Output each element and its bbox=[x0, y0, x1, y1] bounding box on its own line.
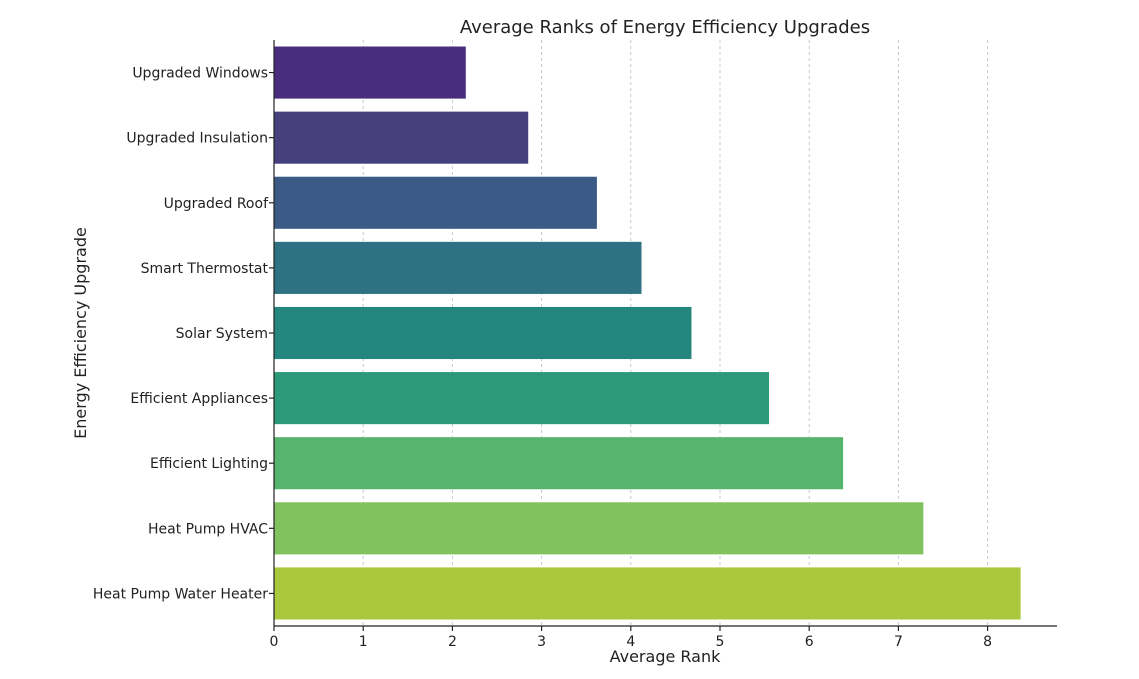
category-label: Upgraded Windows bbox=[132, 66, 268, 82]
bar bbox=[274, 306, 692, 360]
bar bbox=[274, 176, 597, 229]
x-axis-title: Average Rank bbox=[610, 647, 722, 666]
ticks bbox=[269, 71, 989, 631]
category-label: Efficient Appliances bbox=[130, 391, 268, 407]
y-axis-title: Energy Efficiency Upgrade bbox=[71, 227, 90, 439]
bar bbox=[274, 567, 1021, 620]
category-label: Heat Pump HVAC bbox=[148, 521, 268, 537]
x-tick-labels: 0 1 2 3 4 5 6 7 8 bbox=[270, 634, 993, 650]
category-labels: Upgraded Windows Upgraded Insulation Upgra… bbox=[93, 66, 269, 603]
bar bbox=[274, 437, 844, 490]
chart-title: Average Ranks of Energy Efficiency Upgra… bbox=[460, 17, 870, 38]
x-tick-label: 1 bbox=[359, 634, 368, 650]
x-tick-label: 5 bbox=[716, 634, 725, 650]
x-tick-label: 0 bbox=[270, 634, 279, 650]
category-label: Upgraded Roof bbox=[164, 196, 269, 212]
category-label: Heat Pump Water Heater bbox=[93, 586, 268, 602]
x-tick-label: 8 bbox=[983, 634, 992, 650]
bar bbox=[274, 111, 529, 164]
category-label: Upgraded Insulation bbox=[126, 131, 268, 147]
bar bbox=[274, 46, 466, 99]
bars bbox=[274, 46, 1021, 620]
category-label: Efficient Lighting bbox=[150, 456, 268, 472]
bar bbox=[274, 372, 770, 425]
bar bbox=[274, 502, 924, 555]
category-label: Smart Thermostat bbox=[141, 261, 269, 277]
x-tick-label: 7 bbox=[894, 634, 903, 650]
x-tick-label: 6 bbox=[805, 634, 814, 650]
x-tick-label: 4 bbox=[626, 634, 635, 650]
x-tick-label: 2 bbox=[448, 634, 457, 650]
x-tick-label: 3 bbox=[537, 634, 546, 650]
category-label: Solar System bbox=[176, 326, 268, 342]
bar bbox=[274, 241, 642, 294]
